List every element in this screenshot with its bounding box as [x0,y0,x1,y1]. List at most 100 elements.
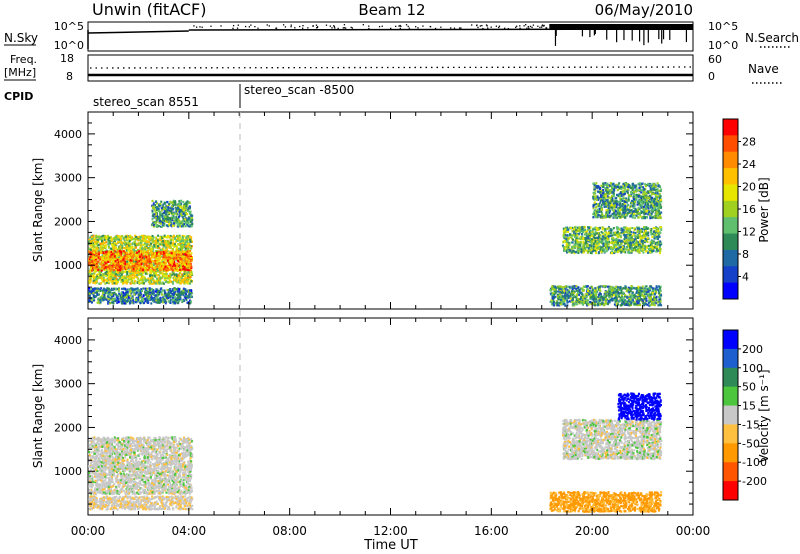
heatmap-cell [157,281,160,284]
heatmap-cell [166,264,169,267]
heatmap-cell [654,290,657,293]
heatmap-cell [633,296,636,299]
heatmap-cell [162,250,165,254]
heatmap-cell [173,290,176,293]
heatmap-cell [90,236,93,239]
heatmap-cell [163,209,166,212]
heatmap-cell [627,290,630,293]
heatmap-cell [173,236,176,239]
heatmap-cell [137,258,140,261]
heatmap-cell [188,262,191,266]
heatmap-cell [167,223,170,226]
heatmap-cell [157,250,160,253]
heatmap-cell [184,263,187,266]
heatmap-cell [165,236,168,239]
heatmap-cell [622,298,625,301]
heatmap-cell [561,295,564,298]
heatmap-cell [132,300,135,303]
heatmap-cell [93,240,96,244]
heatmap-cell [181,257,184,260]
heatmap-cell [576,294,579,297]
nsky-dot [193,25,195,27]
heatmap-cell [562,300,565,303]
heatmap-cell [631,293,634,296]
heatmap-cell [164,217,167,220]
heatmap-cell [153,268,156,272]
heatmap-cell [140,254,143,257]
heatmap-cell [94,281,97,284]
heatmap-cell [179,236,182,239]
heatmap-cell [156,269,159,272]
heatmap-cell [100,245,103,248]
nsky-dot [628,27,630,29]
heatmap-cell [176,298,179,301]
heatmap-cell [152,266,155,269]
heatmap-cell [571,298,574,302]
heatmap-cell [103,246,106,250]
heatmap-cell [586,287,589,291]
heatmap-cell [183,274,186,278]
heatmap-cell [637,297,640,300]
nsky-trace [87,24,694,49]
nsky-dot [343,27,346,29]
heatmap-cell [165,269,168,272]
heatmap-cell [584,293,587,296]
heatmap-cell [160,209,163,212]
heatmap-cell [184,253,187,256]
heatmap-cell [122,298,125,301]
heatmap-cell [160,200,163,203]
heatmap-cell [154,252,157,255]
heatmap-cell [157,252,160,255]
heatmap-cell [101,242,104,245]
heatmap-cell [135,262,138,265]
heatmap-cell [117,294,120,297]
heatmap-cell [108,279,111,282]
heatmap-cell [169,200,172,203]
heatmap-cell [120,273,123,276]
heatmap-cell [188,273,191,276]
heatmap-cell [599,285,602,288]
nsky-dot [679,25,681,28]
heatmap-cell [143,301,146,304]
heatmap-cell [599,293,602,296]
nave-label: Nave [748,62,779,76]
heatmap-cell [173,278,176,282]
heatmap-cell [95,262,98,265]
heatmap-cell [91,245,94,249]
heatmap-cell [166,254,169,257]
heatmap-cell [647,299,650,302]
heatmap-cell [166,215,169,218]
heatmap-cell [127,270,130,273]
heatmap-cell [100,240,103,243]
heatmap-cell [614,298,617,301]
nsky-dot [519,25,521,27]
heatmap-cell [567,289,570,293]
heatmap-cell [166,236,169,239]
heatmap-cell [164,243,167,246]
heatmap-cell [88,258,91,261]
heatmap-cell [177,215,180,219]
heatmap-cell [130,250,133,253]
heatmap-cell [644,295,647,299]
heatmap-cell [643,296,646,299]
heatmap-cell [642,288,645,292]
heatmap-cell [146,254,149,257]
heatmap-cell [170,250,173,253]
heatmap-cell [126,264,129,268]
heatmap-cell [156,215,159,218]
heatmap-cell [120,300,123,303]
heatmap-cell [593,298,596,301]
heatmap-cell [131,243,134,246]
heatmap-cell [129,289,132,292]
heatmap-cell [612,289,615,293]
heatmap-cell [560,285,563,288]
heatmap-cell [652,289,655,292]
heatmap-cell [185,236,188,239]
heatmap-cell [189,265,192,268]
heatmap-cell [108,250,111,253]
heatmap-cell [144,293,147,296]
heatmap-cell [133,264,136,268]
heatmap-cell [141,300,144,303]
heatmap-cell [184,297,187,300]
